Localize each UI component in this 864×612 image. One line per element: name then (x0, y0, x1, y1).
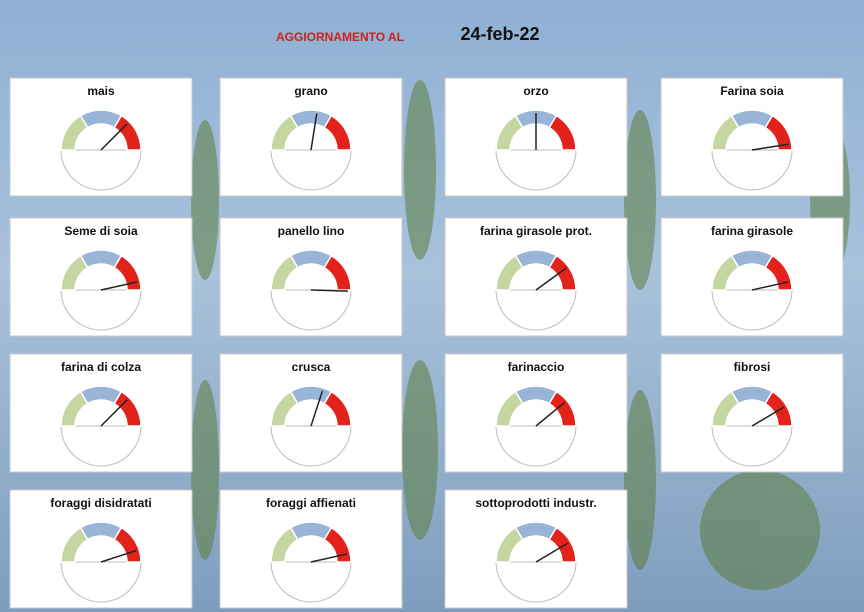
gauge-card: Farina soia (660, 77, 844, 197)
gauge-needle (100, 549, 137, 563)
gauge-lower (60, 289, 142, 331)
gauge-grid: mais grano orzo Farina soia Seme di soia pane… (9, 77, 844, 609)
gauge-card: mais (9, 77, 193, 197)
gauge-title: mais (87, 84, 115, 98)
gauge-title: sottoprodotti industr. (475, 496, 596, 510)
gauge-needle (310, 289, 349, 292)
gauge-card: farina di colza (9, 353, 193, 473)
gauge-band (548, 114, 577, 151)
gauge-title: orzo (523, 84, 548, 98)
gauge-card: foraggi affienati (219, 489, 403, 609)
gauge-lower (270, 289, 352, 331)
gauge-title: panello lino (278, 224, 345, 238)
gauge-band (113, 526, 142, 563)
gauge-band (764, 114, 793, 151)
gauge-title: farinaccio (508, 360, 565, 374)
gauge-band (113, 114, 142, 151)
gauge-title: foraggi affienati (266, 496, 356, 510)
header-label: AGGIORNAMENTO AL (276, 30, 404, 44)
gauge-needle (100, 281, 138, 291)
gauge-lower (711, 149, 793, 191)
gauge-lower (60, 425, 142, 467)
gauge-card: fibrosi (660, 353, 844, 473)
gauge-lower (270, 149, 352, 191)
gauge-needle (535, 267, 567, 291)
gauge-band (323, 114, 352, 151)
gauge-lower (495, 425, 577, 467)
gauge-needle (535, 542, 569, 563)
gauge-band (548, 254, 577, 291)
gauge-lower (60, 561, 142, 603)
gauge-title: crusca (292, 360, 331, 374)
gauge-band (548, 390, 577, 427)
gauge-band (548, 526, 577, 563)
gauge-lower (711, 425, 793, 467)
gauge-band (764, 390, 793, 427)
gauge-card: Seme di soia (9, 217, 193, 337)
wheat-decoration (191, 80, 850, 590)
gauge-card: grano (219, 77, 403, 197)
gauge-needle (751, 406, 785, 427)
gauge-title: Seme di soia (64, 224, 138, 238)
card (660, 353, 844, 473)
gauge-needle (310, 553, 348, 563)
gauge-title: Farina soia (720, 84, 784, 98)
gauge-title: foraggi disidratati (50, 496, 151, 510)
gauge-band (323, 526, 352, 563)
gauge-lower (495, 149, 577, 191)
gauge-card: farina girasole (660, 217, 844, 337)
gauge-lower (495, 289, 577, 331)
gauge-needle (535, 401, 565, 427)
gauge-lower (495, 561, 577, 603)
gauge-title: farina girasole prot. (480, 224, 592, 238)
gauge-lower (270, 561, 352, 603)
gauge-card: sottoprodotti industr. (444, 489, 628, 609)
gauge-needle (751, 143, 789, 151)
gauge-lower (60, 149, 142, 191)
gauge-lower (711, 289, 793, 331)
gauge-needle (751, 281, 789, 291)
gauge-card: orzo (444, 77, 628, 197)
gauge-band (113, 254, 142, 291)
gauge-title: farina di colza (61, 360, 141, 374)
gauge-band (113, 390, 142, 427)
header-date: 24-feb-22 (460, 24, 539, 44)
gauge-band (323, 390, 352, 427)
gauge-title: grano (294, 84, 327, 98)
gauge-needle (310, 113, 318, 151)
gauge-card: farinaccio (444, 353, 628, 473)
gauge-card: crusca (219, 353, 403, 473)
gauge-card: panello lino (219, 217, 403, 337)
gauge-title: farina girasole (711, 224, 793, 238)
gauge-card: farina girasole prot. (444, 217, 628, 337)
gauge-needle (100, 123, 128, 151)
gauge-needle (100, 399, 128, 427)
gauge-title: fibrosi (734, 360, 771, 374)
gauge-band (323, 254, 352, 291)
gauge-band (764, 254, 793, 291)
gauge-lower (270, 425, 352, 467)
gauge-card: foraggi disidratati (9, 489, 193, 609)
gauge-needle (310, 390, 324, 427)
